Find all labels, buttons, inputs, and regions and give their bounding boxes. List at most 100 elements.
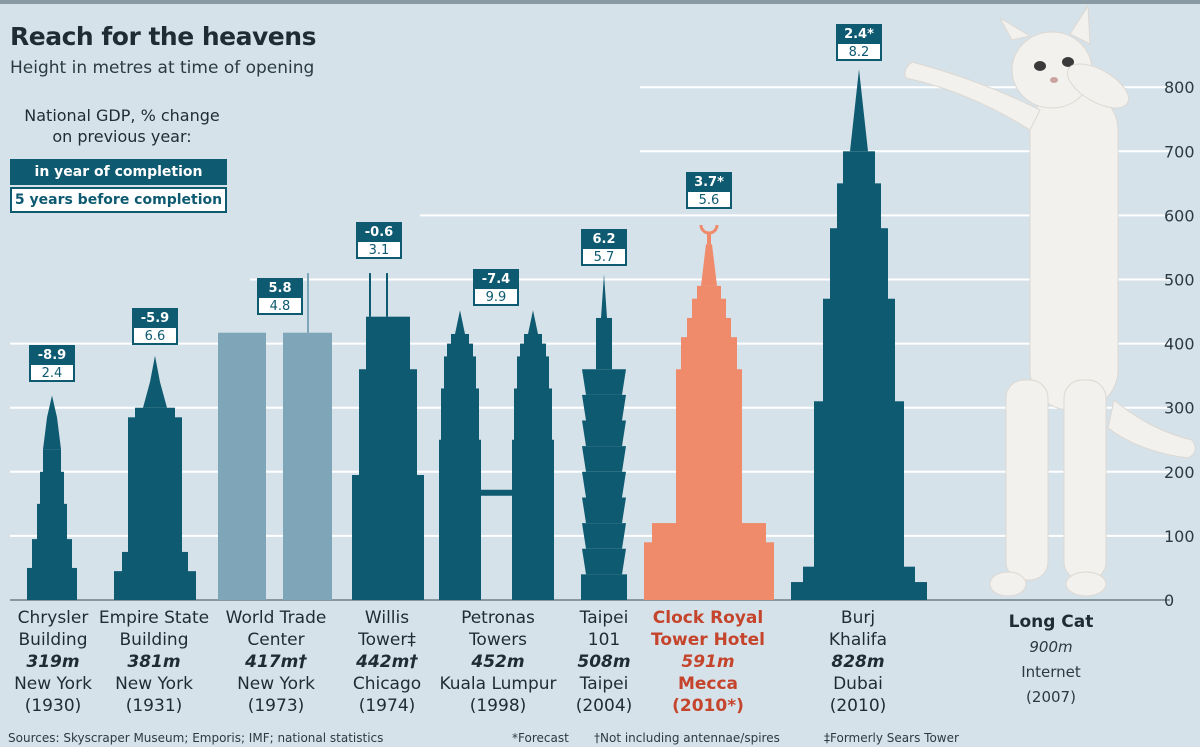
y-tick-label: 800	[1164, 78, 1195, 97]
spire	[43, 395, 61, 450]
gdp-year-box	[257, 278, 303, 296]
cat-ear-right	[1069, 4, 1091, 45]
label-world-trade-center: World Trade Center 417m† New York (1973)	[211, 607, 341, 717]
gdp-before-box	[132, 326, 178, 345]
gdp-before-box	[257, 296, 303, 315]
building-tier	[697, 285, 721, 600]
building-taipei-101	[581, 274, 627, 600]
gdp-before-box	[356, 240, 402, 259]
spire	[528, 310, 538, 334]
building-height: 452m	[471, 652, 525, 672]
gdp-year-value: 3.7*	[694, 175, 724, 190]
building-year: (1930)	[24, 696, 82, 716]
building-burj-khalifa	[791, 69, 927, 601]
gdp-before-value: 6.6	[145, 329, 166, 344]
cat-leg-right	[1063, 379, 1107, 581]
long-cat	[904, 4, 1196, 597]
building-height: 508m	[577, 652, 631, 672]
label-burj-khalifa: Burj Khalifa 828m Dubai (2010)	[793, 607, 923, 717]
gdp-year-value: 2.4*	[844, 27, 874, 42]
building-chrysler	[27, 395, 77, 600]
building-height: 319m	[26, 652, 80, 672]
gdp-label-1: -5.9 6.6	[132, 308, 178, 345]
gdp-before-box	[836, 42, 882, 61]
y-tick-label: 0	[1164, 591, 1174, 610]
gdp-year-value: -8.9	[38, 348, 66, 363]
building-tier	[451, 333, 469, 600]
building-height: 828m	[831, 652, 885, 672]
building-year: (2004)	[575, 696, 633, 716]
gdp-before-value: 8.2	[849, 45, 870, 60]
building-tier	[582, 548, 626, 575]
gdp-year-box	[473, 269, 519, 287]
building-height: 591m	[681, 652, 735, 672]
building-year: (1931)	[125, 696, 183, 716]
building-empire-state	[114, 355, 196, 600]
building-tier	[135, 407, 175, 600]
building-name: Clock Royal	[652, 608, 764, 628]
building-city: Mecca	[677, 674, 739, 694]
antenna	[307, 273, 309, 333]
label-empire-state: Empire State Building 381m New York (193…	[89, 607, 219, 717]
cat-paw-left	[989, 571, 1027, 597]
y-tick-label: 500	[1164, 271, 1195, 290]
gdp-before-value: 5.7	[594, 250, 615, 265]
cat-eye-left	[1034, 61, 1046, 71]
gdp-year-box	[29, 345, 75, 363]
gdp-label-0: -8.9 2.4	[29, 345, 75, 382]
gdp-year-box	[132, 308, 178, 326]
label-clock-royal-tower: Clock Royal Tower Hotel 591m Mecca (2010…	[643, 607, 773, 717]
y-tick-label: 100	[1164, 527, 1195, 546]
building-name: Tower Hotel	[651, 630, 765, 650]
gdp-legend-heading: National GDP, % change on previous year:	[24, 106, 220, 146]
gdp-label-2: 5.84.8	[257, 278, 303, 315]
building-city: Internet	[1021, 663, 1081, 681]
building-petronas-towers	[439, 310, 554, 600]
gdp-before-value: 5.6	[699, 193, 720, 208]
gdp-before-value: 3.1	[369, 243, 390, 258]
crescent	[699, 224, 719, 235]
building-name: Empire State	[98, 608, 210, 628]
gdp-year-box	[686, 172, 732, 190]
cat-leg-left	[1005, 379, 1049, 581]
building-year: (2010)	[829, 696, 887, 716]
building-clock-royal-tower	[644, 224, 774, 600]
gdp-label-5: 6.25.7	[581, 229, 627, 266]
legend-year-of-completion: in year of completion	[10, 159, 227, 185]
gdp-before-box	[581, 247, 627, 266]
cat-arm	[904, 61, 1041, 131]
gdp-label-7: 2.4* 8.2	[836, 24, 882, 61]
building-name: Tower‡	[358, 630, 416, 650]
label-long-cat: Long Cat 900m Internet (2007)	[986, 611, 1116, 708]
building-name: Taipei	[579, 608, 629, 628]
y-tick-label: 700	[1164, 142, 1195, 161]
spire	[701, 244, 717, 286]
building-tier	[582, 523, 626, 549]
chart-subtitle: Height in metres at time of opening	[10, 58, 315, 78]
gdp-year-value: -5.9	[141, 311, 169, 326]
gdp-year-value: 5.8	[268, 281, 291, 296]
gdp-year-box	[581, 229, 627, 247]
building-height: 900m	[1029, 638, 1073, 656]
cat-nose	[1050, 77, 1058, 83]
y-tick-label: 400	[1164, 335, 1195, 354]
cat-paw-right	[1065, 571, 1107, 597]
spire	[601, 274, 607, 318]
building-city: Dubai	[833, 674, 883, 694]
gdp-before-box	[473, 287, 519, 306]
tower-two	[512, 310, 554, 600]
building-name: Burj	[840, 608, 876, 628]
spire	[707, 233, 711, 245]
building-tier	[582, 471, 626, 498]
building-height: 442m†	[356, 652, 418, 672]
y-tick-label: 200	[1164, 463, 1195, 482]
gdp-before-value: 4.8	[270, 299, 291, 314]
cat-body	[1029, 89, 1119, 411]
building-name: Long Cat	[1008, 612, 1094, 632]
building-height: 417m†	[245, 652, 307, 672]
building-city: Taipei	[579, 674, 629, 694]
chart-title: Reach for the heavens	[10, 22, 316, 51]
gdp-year-box	[836, 24, 882, 42]
skybridge	[481, 489, 513, 496]
